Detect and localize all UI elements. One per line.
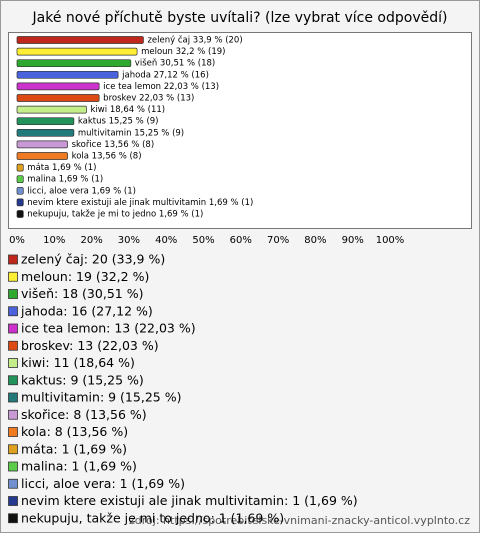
- x-tick-label: 100%: [376, 235, 405, 246]
- legend-swatch: [8, 513, 18, 524]
- bar: [16, 59, 132, 68]
- legend-entry: višeň: 18 (30,51 %): [21, 286, 143, 301]
- legend-swatch: [8, 289, 18, 299]
- legend-swatch: [8, 306, 18, 317]
- value-label: licci, aloe vera 1,69 % (1): [27, 186, 136, 196]
- legend-swatch: [8, 358, 18, 368]
- legend-entry: skořice: 8 (13,56 %): [21, 407, 147, 422]
- value-label: kiwi 18,64 % (11): [91, 105, 166, 115]
- value-label: kaktus 15,25 % (9): [78, 117, 159, 127]
- legend-entry: multivitamin: 9 (15,25 %): [21, 390, 181, 405]
- source: zdroj: https://spotrebitelske-vnimani-zn…: [129, 514, 470, 527]
- x-tick-label: 70%: [267, 235, 289, 246]
- legend-entry: zelený čaj: 20 (33,9 %): [21, 252, 165, 267]
- value-label: multivitamin 15,25 % (9): [78, 128, 184, 138]
- legend-swatch: [8, 254, 18, 265]
- legend-entry: máta: 1 (1,69 %): [21, 441, 127, 456]
- legend-entry: kaktus: 9 (15,25 %): [21, 372, 144, 387]
- x-tick-label: 90%: [342, 235, 364, 246]
- bar: [16, 70, 119, 79]
- x-tick-label: 10%: [43, 235, 65, 246]
- bar: [16, 210, 24, 218]
- chart-title: Jaké nové příchutě byste uvítali? (lze v…: [32, 10, 448, 26]
- legend-swatch: [8, 461, 18, 472]
- legend-entry: broskev: 13 (22,03 %): [21, 338, 159, 353]
- legend-entry: nekupuju, takže je mi to jedno: 1 (1,69 …: [21, 510, 284, 525]
- value-label: skořice 13,56 % (8): [72, 140, 155, 150]
- x-tick-label: 50%: [192, 235, 214, 246]
- value-label: broskev 22,03 % (13): [103, 94, 194, 104]
- legend-entry: kiwi: 11 (18,64 %): [21, 355, 135, 370]
- bar: [16, 105, 87, 114]
- legend-swatch: [8, 496, 18, 506]
- x-tick-label: 80%: [304, 235, 326, 246]
- legend-swatch: [8, 427, 18, 437]
- legend-swatch: [8, 444, 18, 455]
- bar: [16, 128, 75, 137]
- bar: [16, 82, 100, 91]
- value-label: zelený čaj 33,9 % (20): [147, 35, 242, 46]
- legend-entry: ice tea lemon: 13 (22,03 %): [21, 321, 196, 336]
- value-label: jahoda 27,12 % (16): [121, 70, 209, 80]
- x-tick-label: 30%: [118, 235, 140, 246]
- x-tick-label: 0%: [9, 235, 25, 246]
- legend-entry: jahoda: 16 (27,12 %): [20, 303, 153, 318]
- bar: [16, 152, 68, 160]
- value-label: višeň 30,51 % (18): [135, 58, 215, 69]
- legend-entry: nevim ktere existuji ale jinak multivita…: [21, 493, 358, 508]
- legend-entry: licci, aloe vera: 1 (1,69 %): [21, 476, 185, 491]
- value-label: meloun 32,2 % (19): [141, 47, 225, 57]
- legend-swatch: [8, 340, 18, 351]
- legend-swatch: [8, 392, 18, 403]
- bar: [16, 140, 68, 149]
- bar: [16, 94, 100, 102]
- value-label: nekupuju, takže je mi to jedno 1,69 % (1…: [27, 210, 203, 220]
- x-tick-label: 20%: [80, 235, 102, 246]
- x-tick-label: 60%: [230, 235, 252, 246]
- legend-swatch: [8, 409, 18, 420]
- bar: [16, 198, 24, 207]
- value-label: nevim ktere existuji ale jinak multivita…: [27, 198, 253, 208]
- bar: [16, 36, 144, 44]
- legend-swatch: [8, 478, 18, 489]
- value-label: máta 1,69 % (1): [27, 163, 96, 173]
- legend-entry: meloun: 19 (32,2 %): [21, 269, 149, 284]
- bar: [16, 175, 24, 184]
- value-label: malina 1,69 % (1): [27, 175, 103, 185]
- bar: [16, 163, 24, 172]
- value-label: kola 13,56 % (8): [72, 152, 142, 162]
- bar: [16, 117, 75, 126]
- bar: [16, 47, 138, 56]
- x-tick-label: 40%: [155, 235, 177, 246]
- legend-swatch: [8, 271, 18, 282]
- legend-entry: malina: 1 (1,69 %): [21, 459, 137, 474]
- legend-swatch: [8, 323, 18, 334]
- legend-swatch: [8, 375, 18, 386]
- bar: [16, 186, 24, 195]
- legend-entry: kola: 8 (13,56 %): [21, 424, 128, 439]
- value-label: ice tea lemon 22,03 % (13): [103, 82, 219, 92]
